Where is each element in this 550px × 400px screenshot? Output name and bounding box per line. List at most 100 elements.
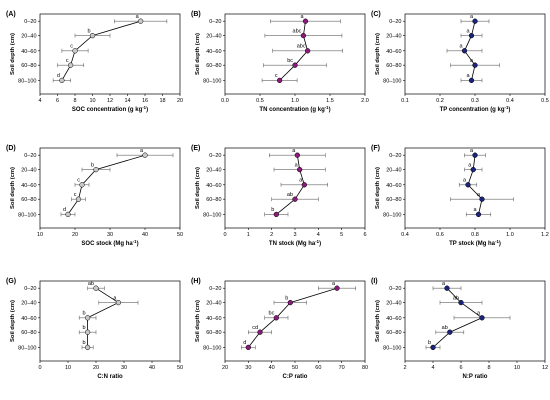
data-point (297, 166, 303, 173)
data-point (334, 285, 340, 291)
data-point (59, 77, 65, 84)
y-tick-label: 40–60 (21, 49, 36, 55)
panel-label: (D) (6, 145, 16, 152)
panel-d: (D) 0–20 20–40 40–60 60–80 80–100 10 20 30 40 50 So… (6, 145, 183, 247)
significance-letter: b (285, 295, 288, 301)
x-tick-label: 50 (177, 232, 183, 238)
x-tick-label: 0.1 (401, 98, 409, 104)
significance-letter: d (243, 340, 246, 346)
x-tick-label: 1.0 (291, 98, 299, 104)
significance-letter: c (77, 178, 80, 184)
x-tick-label: 18 (159, 98, 165, 104)
x-tick-label: 0 (38, 365, 41, 371)
y-tick-label: 0–20 (389, 286, 401, 292)
x-tick-label: 4 (38, 98, 41, 104)
significance-letter: c (66, 58, 69, 64)
y-tick-label: 0–20 (209, 286, 221, 292)
x-tick-label: 0.4 (401, 232, 409, 238)
panel-label: (I) (371, 278, 378, 285)
significance-letter: a (136, 14, 140, 20)
plot-frame (224, 147, 366, 229)
y-tick-label: 20–40 (386, 34, 401, 40)
y-tick-label: 60–80 (21, 330, 36, 336)
significance-letter: bc (269, 311, 275, 317)
x-axis-label-end: ) (137, 241, 139, 247)
x-tick-label: 2.0 (361, 98, 369, 104)
x-axis-label: N:P ratio (463, 374, 488, 380)
y-tick-label: 80–100 (203, 78, 221, 84)
y-axis-label: Soil depth (cm) (375, 167, 381, 209)
x-tick-label: 2 (270, 232, 273, 238)
y-tick-label: 80–100 (203, 212, 221, 218)
y-tick-label: 60–80 (206, 330, 221, 336)
data-point (72, 48, 78, 54)
y-tick-label: 60–80 (386, 330, 401, 336)
x-tick-label: 1.2 (541, 232, 549, 238)
x-axis-label-main: TN stock (Mg ha (269, 241, 316, 247)
y-tick-label: 60–80 (21, 197, 36, 203)
significance-letter: bc (287, 58, 293, 64)
x-axis-label-main: N:P ratio (463, 374, 488, 380)
plot-frame (404, 147, 546, 229)
plot-frame (404, 13, 546, 95)
x-tick-label: 2 (403, 365, 406, 371)
significance-letter: a (466, 73, 470, 79)
data-point (79, 182, 85, 188)
x-tick-label: 6 (459, 365, 462, 371)
data-point (472, 18, 478, 24)
y-tick-label: 20–40 (21, 301, 36, 307)
y-tick-label: 60–80 (386, 197, 401, 203)
x-axis-label-end: ) (146, 107, 148, 113)
x-tick-label: 40 (269, 365, 275, 371)
significance-letter: a (140, 148, 144, 154)
data-point (245, 344, 251, 351)
x-tick-label: 6 (363, 232, 366, 238)
significance-letter: a (470, 148, 474, 154)
x-axis-label: TN concentration (g kg-1) (259, 105, 330, 113)
y-tick-label: 0–20 (24, 286, 36, 292)
panel-b: (B) 0–20 20–40 40–60 60–80 80–100 0.0 0.5 1.0 1.5… (191, 11, 369, 113)
panel-label: (A) (6, 11, 16, 18)
significance-letter: b (83, 325, 86, 331)
x-tick-label: 1.0 (506, 232, 514, 238)
significance-letter: a (300, 14, 304, 20)
x-tick-label: 0.5 (256, 98, 264, 104)
data-point (75, 196, 82, 202)
y-axis-label: Soil depth (cm) (195, 33, 201, 75)
x-tick-label: 20 (177, 98, 183, 104)
significance-letter: ab (453, 295, 459, 301)
data-point (475, 211, 482, 218)
x-axis-label: SOC stock (Mg ha-1) (81, 239, 138, 247)
x-tick-label: 0 (223, 232, 226, 238)
plot-frame (404, 280, 546, 362)
significance-letter: c (275, 73, 278, 79)
panel-f: (F) 0–20 20–40 40–60 60–80 80–100 0.4 0.6 0.8 1.0… (371, 145, 549, 247)
x-axis-label: C:P ratio (283, 374, 308, 380)
panel-label: (G) (6, 278, 16, 285)
x-tick-label: 20 (93, 365, 99, 371)
data-point (430, 344, 436, 351)
x-tick-label: 14 (124, 98, 130, 104)
x-axis-label: TN stock (Mg ha-1) (269, 239, 321, 247)
x-tick-label: 10 (514, 365, 520, 371)
y-tick-label: 80–100 (203, 345, 221, 351)
x-tick-label: 16 (142, 98, 148, 104)
significance-letter: abc (293, 28, 302, 34)
data-point (273, 315, 279, 321)
x-tick-label: 30 (107, 232, 113, 238)
significance-letter: a (113, 295, 117, 301)
y-tick-label: 60–80 (206, 63, 221, 69)
plot-frame (224, 280, 366, 362)
significance-letter: a (442, 281, 446, 287)
data-point (84, 344, 91, 351)
panel-c: (C) 0–20 20–40 40–60 60–80 80–100 0.1 0.2 0.3 0.4… (371, 11, 549, 113)
x-axis-label-sup: -1 (133, 239, 137, 244)
significance-letter: b (87, 28, 90, 34)
x-tick-label: 0.8 (471, 232, 479, 238)
y-tick-label: 20–40 (386, 168, 401, 174)
significance-letter: a (466, 28, 470, 34)
y-tick-label: 60–80 (386, 63, 401, 69)
x-tick-label: 60 (315, 365, 321, 371)
x-axis-label-main: C:N ratio (97, 374, 123, 380)
